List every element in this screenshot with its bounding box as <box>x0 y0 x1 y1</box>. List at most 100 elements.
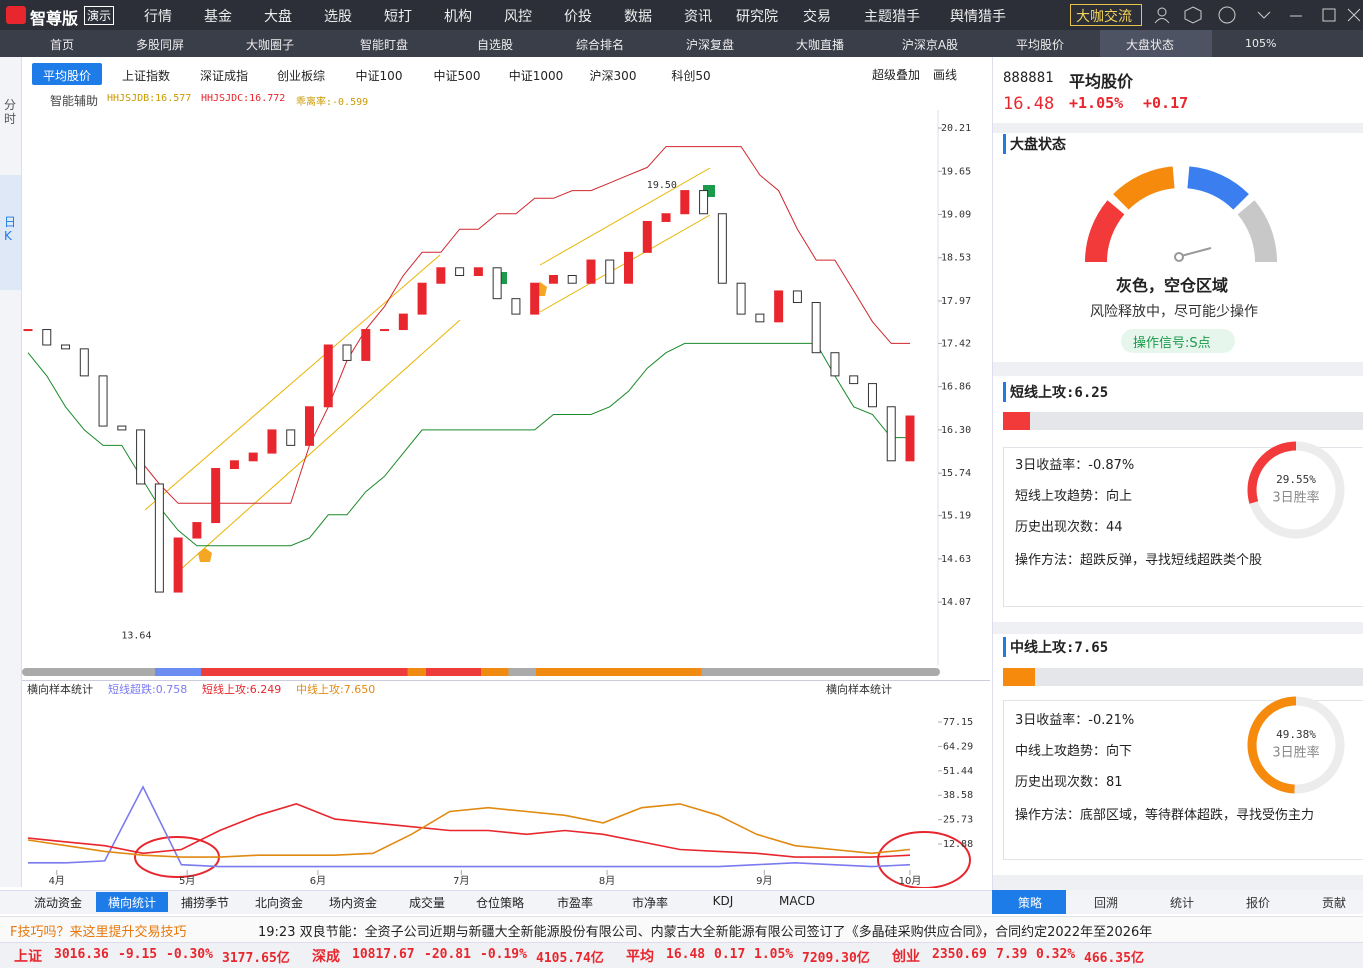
index-value: -9.15 <box>118 947 158 962</box>
lower-tab[interactable]: 北向资金 <box>254 896 304 910</box>
index-value: -20.81 <box>424 947 471 962</box>
menu-item[interactable]: 主题猎手 <box>864 9 920 25</box>
index-tab[interactable]: 上证指数 <box>121 69 171 83</box>
menu-item[interactable]: 价投 <box>564 9 592 25</box>
tab[interactable]: 自选股 <box>476 38 514 52</box>
menu-item[interactable]: 风控 <box>504 9 532 25</box>
index-tab[interactable]: 平均股价 <box>42 69 92 83</box>
tab[interactable]: 大盘状态 <box>1125 38 1175 52</box>
lower-tab[interactable]: 仓位策略 <box>475 896 525 910</box>
charts: 20.21 19.65 19.09 18.53 17.97 17.42 16.86 16.30… <box>23 110 973 888</box>
y-tick-label: 17.42 <box>941 338 971 349</box>
demo-badge: 演示 <box>84 6 115 25</box>
menu-item[interactable]: 机构 <box>444 9 472 25</box>
window-icons <box>1154 6 1360 24</box>
right-tab[interactable]: 策略 <box>1017 896 1043 910</box>
ring-value <box>1247 696 1345 794</box>
candle <box>136 429 146 485</box>
lower-tab[interactable]: 场内资金 <box>328 896 378 910</box>
lower-title-right: 横向样本统计 <box>826 682 892 696</box>
index-tab[interactable]: 中证1000 <box>508 69 564 83</box>
menu-item[interactable]: 资讯 <box>684 9 712 25</box>
lower-tab-active[interactable] <box>96 892 168 912</box>
tab[interactable]: 首页 <box>49 38 75 52</box>
lower-tab[interactable]: KDJ <box>712 894 734 908</box>
right-tab[interactable]: 回溯 <box>1093 896 1119 910</box>
tool[interactable]: 画线 <box>933 68 958 82</box>
candle <box>248 452 258 462</box>
menu-item[interactable]: 选股 <box>324 9 352 25</box>
sep <box>993 622 1363 634</box>
chat[interactable]: 大咖交流 <box>1076 9 1132 25</box>
lower-tab[interactable]: 捕捞季节 <box>180 896 230 910</box>
candle <box>642 220 652 253</box>
band-line <box>28 785 911 868</box>
tab[interactable]: 综合排名 <box>575 38 625 52</box>
ticker-bar <box>0 916 1363 942</box>
rings: 29.55% 3日胜率 49.38% 3日胜率 <box>1247 441 1345 794</box>
right-tab[interactable]: 报价 <box>1245 896 1271 910</box>
index-tab[interactable]: 中证500 <box>433 69 481 83</box>
lower-tab[interactable]: 成交量 <box>408 896 446 910</box>
y-tick-label: 64.29 <box>943 741 973 752</box>
menu-item[interactable]: 短打 <box>384 9 412 25</box>
tab[interactable]: 大咖直播 <box>795 38 845 52</box>
tab[interactable]: 智能盯盘 <box>359 38 409 52</box>
index-value: 0.32% <box>1036 947 1076 962</box>
index-tab[interactable]: 中证100 <box>355 69 403 83</box>
index-tab[interactable]: 沪深300 <box>589 69 637 83</box>
x-tick-label: 5月 <box>179 875 195 887</box>
lower-tab[interactable]: 横向统计 <box>107 896 157 910</box>
tip[interactable]: F技巧吗？来这里提升交易技巧 <box>10 925 187 940</box>
pct: +1.05% <box>1069 94 1124 112</box>
lower-tab[interactable]: MACD <box>779 894 815 908</box>
right-tab[interactable]: 贡献 <box>1321 896 1347 910</box>
index-tab[interactable]: 科创50 <box>671 69 711 83</box>
lower-tab[interactable]: 市净率 <box>631 896 669 910</box>
menu-item[interactable]: 交易 <box>803 9 831 25</box>
index-name: 深成 <box>312 949 340 965</box>
menu-item[interactable]: 基金 <box>204 9 232 25</box>
lower-tab[interactable]: 市盈率 <box>556 896 594 910</box>
index-name: 平均 <box>626 949 654 965</box>
right-tab-active[interactable] <box>992 890 1066 914</box>
candle <box>154 483 164 593</box>
legend: 短线超跌:0.758 <box>108 682 187 696</box>
tab[interactable]: 多股同屏 <box>135 38 185 52</box>
index-tab[interactable]: 创业板综 <box>276 69 326 83</box>
channel-line <box>144 254 441 511</box>
side-tab[interactable]: 日K <box>4 215 17 243</box>
chat-box[interactable] <box>1070 4 1142 26</box>
assist-label: 智能辅助 <box>50 94 99 108</box>
index-value: 2350.69 <box>932 947 987 962</box>
candle <box>323 344 333 408</box>
x-tick-label: 7月 <box>453 875 469 887</box>
right-tab[interactable]: 统计 <box>1169 896 1195 910</box>
index-tab-active[interactable] <box>32 63 102 85</box>
index-value: 10817.67 <box>352 947 415 962</box>
info-line: 操作方法：超跌反弹，寻找短线超跌类个股 <box>1015 553 1263 568</box>
side-tab[interactable]: 分时 <box>4 98 17 126</box>
price: 16.48 <box>1003 94 1055 114</box>
y-tick-label: 77.15 <box>943 717 973 728</box>
menu-item[interactable]: 舆情猎手 <box>950 9 1006 25</box>
price-note: 19.50 <box>647 180 677 191</box>
index-value: 7209.30亿 <box>802 951 870 966</box>
menu-item[interactable]: 行情 <box>144 9 172 25</box>
band-line <box>140 146 910 504</box>
menu-item[interactable]: 研究院 <box>736 9 778 25</box>
menu-item[interactable]: 大盘 <box>264 9 292 25</box>
band-line <box>27 803 911 858</box>
tab[interactable]: 沪深京A股 <box>901 38 959 52</box>
y-tick-label: 12.88 <box>943 839 973 850</box>
candle <box>229 460 239 470</box>
menu-item[interactable]: 数据 <box>624 9 652 25</box>
index-tab[interactable]: 深证成指 <box>199 69 249 83</box>
chg: +0.17 <box>1143 94 1189 112</box>
tab[interactable]: 大咖圈子 <box>245 38 295 52</box>
tool[interactable]: 超级叠加 <box>872 68 921 82</box>
index-value: -0.30% <box>166 947 213 962</box>
lower-tab[interactable]: 流动资金 <box>33 896 83 910</box>
tab[interactable]: 沪深复盘 <box>685 38 735 52</box>
tab[interactable]: 平均股价 <box>1015 38 1065 52</box>
